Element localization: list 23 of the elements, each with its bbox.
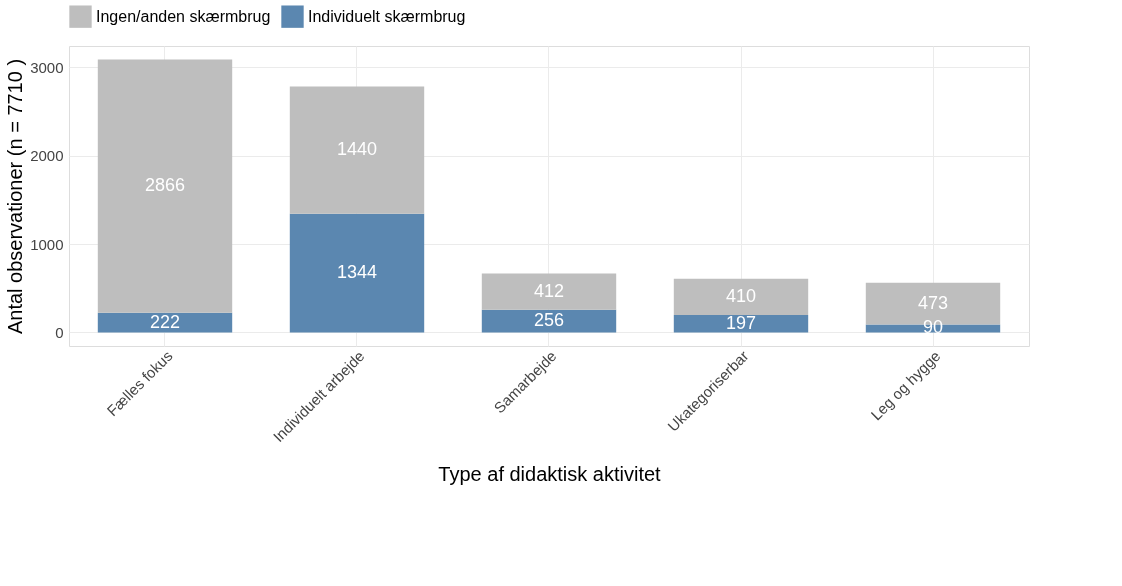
- bar: [481, 309, 617, 333]
- data-label: 473: [917, 292, 949, 313]
- data-label: 412: [533, 280, 565, 301]
- y-tick-label: 2000: [30, 147, 64, 165]
- data-label: 256: [533, 310, 565, 331]
- data-label: 1344: [336, 262, 378, 283]
- bar: [289, 86, 425, 214]
- bar: [97, 59, 233, 313]
- legend-label: Individuelt skærmbrug: [308, 7, 466, 25]
- data-label: 2866: [144, 175, 186, 196]
- bar: [481, 273, 617, 310]
- y-axis-title: Antal observationer (n = 7710 ): [4, 58, 27, 335]
- bar: [289, 213, 425, 333]
- data-label: 410: [725, 285, 757, 306]
- legend-label: Ingen/anden skærmbrug: [96, 7, 271, 25]
- y-tick-label: 3000: [30, 58, 64, 76]
- data-label: 1440: [336, 139, 378, 160]
- x-axis-title: Type af didaktisk aktivitet: [438, 463, 662, 486]
- data-label: 197: [725, 312, 757, 333]
- y-tick-label: 1000: [30, 235, 64, 253]
- bar: [673, 278, 809, 315]
- data-label: 222: [149, 311, 181, 332]
- y-tick-label: 0: [55, 323, 64, 341]
